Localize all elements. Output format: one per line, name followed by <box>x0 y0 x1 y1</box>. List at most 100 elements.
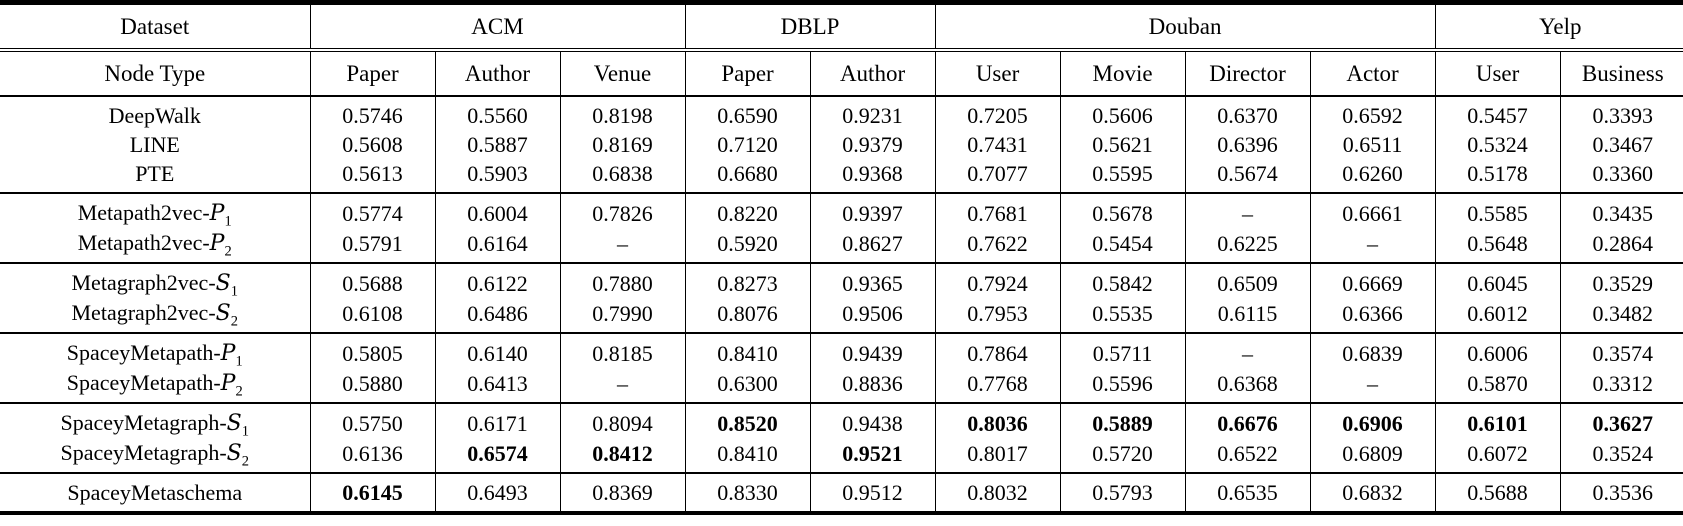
data-cell: 0.8273 <box>684 262 811 298</box>
node-type-column-header: User <box>1434 50 1561 97</box>
row-label-text: SpaceyMetapath- <box>66 370 221 395</box>
results-table-container: Dataset ACM DBLP Douban Yelp Node Type Paper A… <box>0 0 1683 515</box>
node-classification-results-table: Dataset ACM DBLP Douban Yelp Node Type Paper A… <box>0 0 1683 515</box>
data-cell: 0.5688 <box>309 262 435 298</box>
data-cell: 0.9438 <box>809 402 936 438</box>
data-cell: 0.6225 <box>1184 228 1311 263</box>
data-cell: 0.6661 <box>1309 192 1436 228</box>
node-type-column-header: Paper <box>309 50 435 97</box>
data-cell: 0.5711 <box>1059 332 1186 368</box>
table-row: SpaceyMetapath-P2 0.5880 0.6413–0.6300 0.88… <box>0 368 1683 403</box>
data-cell: 0.6809 <box>1309 438 1436 473</box>
table-row: LINE 0.5608 0.5887 0.8169 0.7120 0.9379 0.7431… <box>0 130 1683 159</box>
node-type-column-header: Movie <box>1059 50 1186 97</box>
data-cell: 0.6676 <box>1184 402 1311 438</box>
data-cell: 0.8198 <box>559 96 686 130</box>
data-cell: 0.3312 <box>1559 368 1683 403</box>
data-cell: 0.8410 <box>684 438 811 473</box>
data-cell: 0.8330 <box>684 472 811 513</box>
data-cell: 0.3482 <box>1559 298 1683 333</box>
data-cell: 0.6838 <box>559 159 686 193</box>
data-cell: 0.2864 <box>1559 228 1683 263</box>
data-cell: 0.6101 <box>1434 402 1561 438</box>
row-label: Metagraph2vec-S2 <box>0 298 310 333</box>
method-group: DeepWalk 0.5746 0.5560 0.8198 0.6590 0.9231 0.… <box>0 96 1683 193</box>
data-cell: 0.5842 <box>1059 262 1186 298</box>
node-type-column-header: Paper <box>684 50 811 97</box>
data-cell: 0.7205 <box>934 96 1061 130</box>
data-cell: 0.6108 <box>309 298 435 333</box>
row-label-subscript: 1 <box>230 283 238 298</box>
data-cell: 0.8076 <box>684 298 811 333</box>
data-cell: 0.6140 <box>434 332 560 368</box>
table-row: Metapath2vec-P1 0.5774 0.6004 0.7826 0.8220 0… <box>0 192 1683 228</box>
row-label: SpaceyMetagraph-S2 <box>0 438 310 473</box>
data-cell: 0.8410 <box>684 332 811 368</box>
row-label-script-letter: P <box>209 231 225 256</box>
table-row: SpaceyMetaschema 0.6145 0.6493 0.8369 0.8330… <box>0 472 1683 513</box>
data-cell: 0.6366 <box>1309 298 1436 333</box>
row-label-script-letter: P <box>220 341 236 366</box>
data-cell: 0.8412 <box>559 438 686 473</box>
data-cell: 0.8836 <box>809 368 936 403</box>
data-cell: 0.8185 <box>559 332 686 368</box>
data-cell: 0.6511 <box>1309 130 1436 159</box>
table-head: Dataset ACM DBLP Douban Yelp Node Type Paper A… <box>0 2 1683 97</box>
data-cell: 0.6839 <box>1309 332 1436 368</box>
dataset-group-header: Douban <box>934 2 1436 52</box>
data-cell: 0.3435 <box>1559 192 1683 228</box>
data-cell: 0.5791 <box>309 228 435 263</box>
row-label-subscript: 1 <box>224 213 232 228</box>
method-group: Metagraph2vec-S1 0.5688 0.6122 0.7880 0.8273… <box>0 262 1683 333</box>
data-cell: 0.5454 <box>1059 228 1186 263</box>
node-type-column-header: Business <box>1559 50 1683 97</box>
data-cell: 0.3467 <box>1559 130 1683 159</box>
table-row: PTE 0.5613 0.5903 0.6838 0.6680 0.9368 0.7077 0… <box>0 159 1683 193</box>
data-cell: 0.6509 <box>1184 262 1311 298</box>
data-cell: 0.6260 <box>1309 159 1436 193</box>
row-label-text: SpaceyMetagraph- <box>60 440 227 465</box>
data-cell: 0.5324 <box>1434 130 1561 159</box>
data-cell: 0.8036 <box>934 402 1061 438</box>
data-cell: 0.5621 <box>1059 130 1186 159</box>
data-cell: 0.6300 <box>684 368 811 403</box>
data-cell: 0.6669 <box>1309 262 1436 298</box>
data-cell: 0.9368 <box>809 159 936 193</box>
data-cell: – <box>559 228 686 263</box>
node-type-column-header: Venue <box>559 50 686 97</box>
data-cell: 0.7768 <box>934 368 1061 403</box>
data-cell: 0.5903 <box>434 159 560 193</box>
data-cell: 0.9379 <box>809 130 936 159</box>
data-cell: 0.3360 <box>1559 159 1683 193</box>
data-cell: 0.9512 <box>809 472 936 513</box>
node-type-header: Node Type <box>0 50 310 97</box>
data-cell: 0.5887 <box>434 130 560 159</box>
data-cell: 0.6535 <box>1184 472 1311 513</box>
method-group: SpaceyMetagraph-S1 0.5750 0.6171 0.8094 0.85… <box>0 402 1683 473</box>
data-cell: 0.6012 <box>1434 298 1561 333</box>
data-cell: 0.5746 <box>309 96 435 130</box>
row-label-text: SpaceyMetagraph- <box>60 410 227 435</box>
data-cell: 0.7924 <box>934 262 1061 298</box>
data-cell: 0.6045 <box>1434 262 1561 298</box>
data-cell: 0.7826 <box>559 192 686 228</box>
method-group: SpaceyMetaschema 0.6145 0.6493 0.8369 0.8330… <box>0 472 1683 513</box>
data-cell: 0.9506 <box>809 298 936 333</box>
data-cell: 0.5535 <box>1059 298 1186 333</box>
data-cell: 0.9521 <box>809 438 936 473</box>
node-type-column-header: User <box>934 50 1061 97</box>
data-cell: – <box>1309 368 1436 403</box>
row-label: SpaceyMetaschema <box>0 472 310 513</box>
row-label-text: SpaceyMetapath- <box>66 340 221 365</box>
method-group: Metapath2vec-P1 0.5774 0.6004 0.7826 0.8220 0… <box>0 192 1683 263</box>
row-label: PTE <box>0 159 310 193</box>
data-cell: 0.7880 <box>559 262 686 298</box>
row-label-text: Metapath2vec- <box>77 230 210 255</box>
table-row: Metapath2vec-P2 0.5791 0.6164–0.5920 0.8627… <box>0 228 1683 263</box>
data-cell: 0.3574 <box>1559 332 1683 368</box>
node-type-header-row: Node Type Paper Author Venue Paper Author User… <box>0 50 1683 97</box>
data-cell: 0.7077 <box>934 159 1061 193</box>
data-cell: 0.6413 <box>434 368 560 403</box>
data-cell: 0.6370 <box>1184 96 1311 130</box>
row-label: SpaceyMetagraph-S1 <box>0 402 310 438</box>
